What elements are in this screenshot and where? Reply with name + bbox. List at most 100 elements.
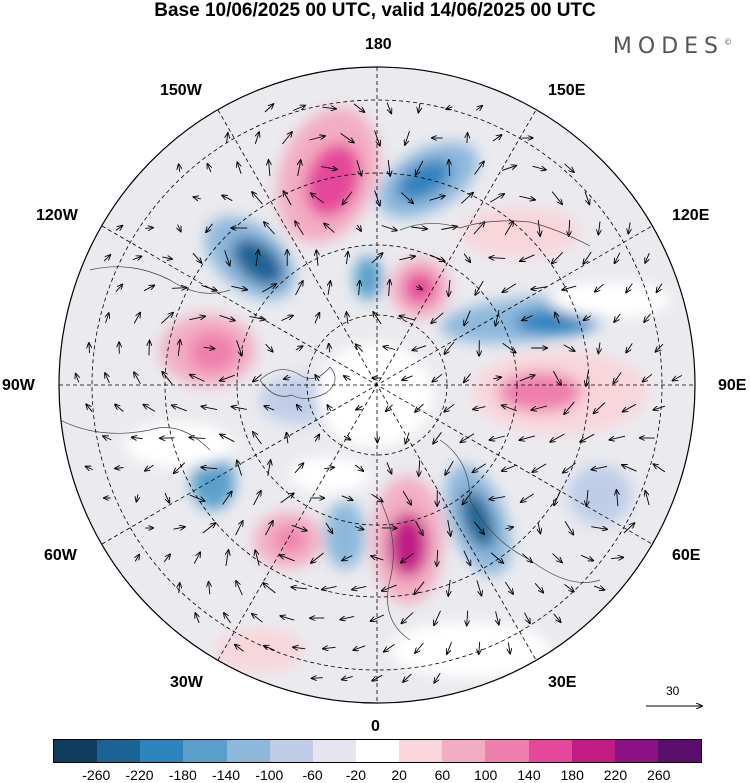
wind-vector: [324, 223, 335, 233]
lon-label-120e: 120E: [672, 207, 710, 224]
wind-vector: [389, 280, 390, 297]
colorbar-swatch: [54, 740, 98, 762]
wind-vector: [657, 283, 663, 293]
colorbar-swatch: [442, 740, 486, 762]
wind-vector: [231, 285, 247, 289]
wind-vector: [145, 464, 154, 471]
wind-vector: [106, 313, 109, 324]
wind-vector: [401, 612, 414, 624]
brand-logo: MODES©: [613, 34, 732, 59]
lon-label-90w: 90W: [2, 377, 35, 394]
wind-vector: [475, 106, 482, 111]
wind-vector: [163, 554, 170, 563]
wind-vector: [143, 405, 156, 412]
wind-vector: [174, 462, 186, 474]
wind-vector: [626, 283, 633, 293]
wind-vector: [463, 253, 470, 262]
colorbar-swatch: [528, 740, 572, 762]
wind-vector: [623, 523, 635, 534]
wind-vector: [474, 162, 484, 175]
wind-vector: [295, 346, 303, 350]
wind-vector: [192, 252, 202, 263]
wind-vector: [444, 403, 455, 412]
wind-vector: [591, 466, 608, 469]
wind-vector: [493, 377, 501, 379]
wind-vector: [227, 133, 228, 144]
wind-vector: [255, 550, 260, 566]
wind-vector: [314, 313, 319, 324]
wind-vector: [105, 373, 110, 384]
wind-vector: [222, 195, 233, 202]
colorbar-swatch: [97, 740, 141, 762]
wind-vector: [475, 280, 484, 295]
wind-vector: [340, 133, 354, 142]
wind-vector: [236, 581, 243, 596]
wind-vector: [400, 192, 413, 204]
wind-vector: [103, 436, 112, 440]
wind-vector: [531, 287, 548, 290]
wind-vector: [206, 223, 213, 232]
wind-vector: [445, 460, 454, 475]
wind-vector: [149, 341, 150, 356]
wind-vector: [519, 195, 535, 200]
wind-vector: [399, 256, 415, 261]
wind-vector: [312, 678, 323, 679]
wind-vector: [346, 312, 348, 324]
wind-vector: [653, 405, 666, 410]
wind-vector: [644, 313, 651, 322]
wind-vector: [262, 284, 276, 293]
wind-vector: [531, 405, 548, 410]
wind-vector: [473, 521, 484, 534]
wind-vector: [173, 527, 185, 529]
wind-vector: [220, 434, 235, 443]
wind-vector: [416, 160, 424, 175]
wind-vector: [550, 433, 565, 442]
wind-vector: [584, 191, 589, 205]
wind-vector: [328, 281, 330, 295]
wind-vector: [415, 642, 424, 653]
colorbar-swatch: [614, 740, 658, 762]
wind-vector: [189, 437, 206, 438]
wind-vector: [402, 490, 411, 505]
wind-vector: [429, 254, 445, 261]
wind-vector: [611, 557, 623, 558]
wind-vector: [521, 493, 534, 502]
wind-vector: [552, 553, 562, 563]
wind-vector: [431, 312, 444, 323]
wind-vector: [342, 676, 353, 679]
wind-vector: [253, 491, 261, 506]
wind-vector: [519, 375, 535, 382]
wind-vector: [418, 103, 420, 113]
wind-vector: [162, 372, 173, 385]
wind-vector: [201, 406, 218, 409]
wind-vector: [280, 616, 295, 621]
wind-vector: [321, 167, 337, 170]
wind-vector: [115, 468, 124, 469]
wind-vector: [553, 613, 561, 622]
wind-vector: [580, 554, 593, 560]
wind-vector: [502, 342, 516, 352]
lon-label-0: 0: [371, 718, 380, 735]
wind-vector: [593, 586, 604, 590]
wind-vector: [460, 193, 473, 204]
wind-vector: [354, 527, 364, 530]
wind-vector: [325, 522, 333, 534]
colorbar-tick-label: 100: [473, 767, 498, 783]
wind-vector: [463, 550, 471, 566]
wind-vector: [327, 405, 331, 412]
wind-vector: [463, 491, 473, 505]
wind-vector: [193, 197, 202, 199]
wind-vector: [598, 342, 600, 354]
wind-vector: [433, 432, 442, 443]
wind-vector: [256, 250, 258, 266]
wind-vector: [490, 194, 504, 203]
wind-vector: [569, 219, 570, 236]
wind-vector: [226, 550, 229, 566]
wind-vector: [265, 521, 273, 536]
wind-vector: [448, 520, 451, 536]
wind-vector: [614, 313, 621, 322]
wind-vector: [429, 196, 445, 201]
wind-vector: [189, 316, 205, 321]
brand-name: MODES: [612, 34, 724, 59]
colorbar-swatch: [312, 740, 356, 762]
